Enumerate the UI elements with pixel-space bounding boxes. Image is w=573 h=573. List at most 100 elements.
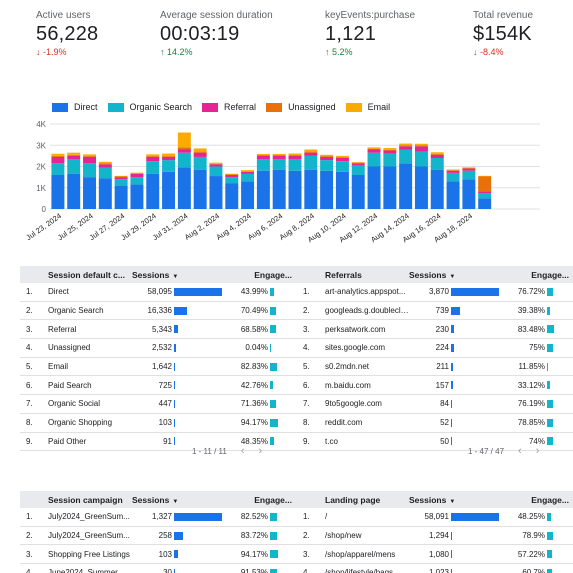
- row-index: 3.: [26, 549, 33, 559]
- bar-segment: [430, 152, 444, 154]
- row-engagement: 83.72%: [240, 531, 268, 541]
- table-row[interactable]: 1. July2024_GreenSum... 1,327 82.52%: [20, 508, 302, 527]
- table-row[interactable]: 5. s0.2mdn.net 211 11.85%: [297, 358, 573, 377]
- row-engagement: 76.72%: [517, 287, 545, 297]
- sort-desc-icon[interactable]: ▼: [449, 498, 456, 505]
- bar-segment: [146, 154, 160, 157]
- legend-item-referral[interactable]: Referral: [202, 102, 256, 112]
- table-row[interactable]: 2. googleads.g.doublecli... 739 39.38%: [297, 302, 573, 321]
- row-index: 9.: [303, 436, 310, 446]
- table-row[interactable]: 4. /shop/lifestyle/bags 1,023 60.7%: [297, 564, 573, 573]
- bar-segment: [162, 160, 176, 172]
- header-engagement[interactable]: Engage...: [531, 269, 569, 280]
- next-page-icon[interactable]: ›: [535, 445, 540, 457]
- bar-segment: [256, 170, 270, 209]
- row-engagement: 33.12%: [517, 380, 545, 390]
- engagement-bar: [547, 343, 555, 352]
- legend-item-unassigned[interactable]: Unassigned: [266, 102, 336, 112]
- row-engagement: 91.53%: [240, 568, 268, 573]
- engagement-bar: [270, 343, 278, 352]
- header-sessions[interactable]: Sessions ▼: [409, 269, 456, 280]
- table-row[interactable]: 2. Organic Search 16,336 70.49%: [20, 302, 302, 321]
- table-row[interactable]: 3. /shop/apparel/mens 1,080 57.22%: [297, 545, 573, 565]
- table-row[interactable]: 2. July2024_GreenSum... 258 83.72%: [20, 527, 302, 546]
- bar-segment: [399, 146, 413, 150]
- bar-segment: [83, 177, 96, 209]
- row-sessions: 52: [440, 418, 449, 428]
- bar-segment: [367, 149, 381, 153]
- sort-desc-icon[interactable]: ▼: [172, 273, 179, 280]
- row-index: 2.: [303, 306, 310, 316]
- header-sessions[interactable]: Sessions ▼: [132, 494, 179, 505]
- bar-segment: [446, 170, 460, 173]
- bar-segment: [241, 170, 255, 172]
- row-engagement: 0.04%: [245, 343, 268, 353]
- table-row[interactable]: 3. Referral 5,343 68.58%: [20, 320, 302, 340]
- header-engagement[interactable]: Engage...: [254, 494, 292, 505]
- table-row[interactable]: 6. Paid Search 725 42.76%: [20, 376, 302, 396]
- table-row[interactable]: 9. Paid Other 91 48.35%: [20, 433, 302, 452]
- table-row[interactable]: 8. Organic Shopping 103 94.17%: [20, 414, 302, 433]
- legend-swatch: [52, 102, 68, 112]
- prev-page-icon[interactable]: ‹: [240, 445, 245, 457]
- table-row[interactable]: 4. sites.google.com 224 75%: [297, 339, 573, 358]
- sessions-bar: [451, 399, 501, 408]
- sort-desc-icon[interactable]: ▼: [172, 498, 179, 505]
- table-row[interactable]: 7. Organic Social 447 71.36%: [20, 395, 302, 414]
- legend-item-direct[interactable]: Direct: [52, 102, 98, 112]
- engagement-bar: [270, 418, 278, 427]
- bar-segment: [304, 151, 318, 153]
- sessions-bar: [451, 512, 501, 521]
- bar-segment: [272, 155, 286, 160]
- next-page-icon[interactable]: ›: [258, 445, 263, 457]
- row-engagement: 71.36%: [240, 399, 268, 409]
- header-sessions[interactable]: Sessions ▼: [409, 494, 456, 505]
- bar-segment: [462, 168, 476, 171]
- header-dimension[interactable]: Landing page: [325, 494, 381, 505]
- table-row[interactable]: 6. m.baidu.com 157 33.12%: [297, 376, 573, 396]
- table-row[interactable]: 8. reddit.com 52 78.85%: [297, 414, 573, 433]
- header-engagement[interactable]: Engage...: [254, 269, 292, 280]
- table-row[interactable]: 2. /shop/new 1,294 78.9%: [297, 527, 573, 546]
- header-dimension[interactable]: Session default c...: [48, 269, 125, 280]
- sessions-bar: [174, 362, 224, 371]
- header-dimension[interactable]: Session campaign: [48, 494, 123, 505]
- bar-segment: [414, 145, 428, 147]
- table-row[interactable]: 3. perksatwork.com 230 83.48%: [297, 320, 573, 340]
- bar-segment: [335, 171, 349, 209]
- table-row[interactable]: 1. Direct 58,095 43.99%: [20, 283, 302, 302]
- bar-segment: [430, 154, 444, 158]
- sort-desc-icon[interactable]: ▼: [449, 273, 456, 280]
- row-index: 9.: [26, 436, 33, 446]
- header-sessions[interactable]: Sessions ▼: [132, 269, 179, 280]
- table-row[interactable]: 1. / 58,091 48.25%: [297, 508, 573, 527]
- row-index: 6.: [303, 380, 310, 390]
- legend-item-email[interactable]: Email: [345, 102, 390, 112]
- sessions-bar: [451, 362, 501, 371]
- table-row[interactable]: 3. Shopping Free Listings 103 94.17%: [20, 545, 302, 565]
- row-index: 7.: [303, 399, 310, 409]
- sessions-bar: [174, 399, 224, 408]
- table-row[interactable]: 1. art-analytics.appspot... 3,870 76.72%: [297, 283, 573, 302]
- header-dimension[interactable]: Referrals: [325, 269, 362, 280]
- bar-segment: [225, 177, 239, 184]
- row-engagement: 42.76%: [240, 380, 268, 390]
- table-row[interactable]: 9. t.co 50 74%: [297, 433, 573, 452]
- row-dimension: reddit.com: [325, 418, 363, 428]
- bar-segment: [446, 169, 460, 171]
- row-index: 8.: [303, 418, 310, 428]
- table-row[interactable]: 7. 9to5google.com 84 76.19%: [297, 395, 573, 414]
- prev-page-icon[interactable]: ‹: [518, 445, 522, 457]
- engagement-bar: [270, 550, 278, 559]
- sessions-bar: [451, 343, 501, 352]
- bar-segment: [478, 175, 492, 177]
- row-sessions: 103: [158, 549, 172, 559]
- table-header: Session default c... Sessions ▼ Engage...: [20, 266, 302, 283]
- sessions-bar: [174, 287, 224, 296]
- legend-item-organic-search[interactable]: Organic Search: [107, 102, 192, 112]
- table-row[interactable]: 4. June2024_Summer_V1 30 91.53%: [20, 564, 302, 573]
- table-row[interactable]: 4. Unassigned 2,532 0.04%: [20, 339, 302, 358]
- header-engagement[interactable]: Engage...: [531, 494, 569, 505]
- table-row[interactable]: 5. Email 1,642 82.83%: [20, 358, 302, 377]
- bar-segment: [193, 152, 207, 157]
